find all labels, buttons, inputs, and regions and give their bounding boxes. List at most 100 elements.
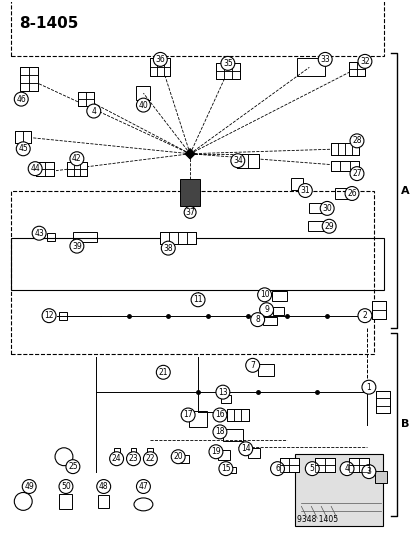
Text: 23: 23 xyxy=(128,454,138,463)
Text: 9348 1405: 9348 1405 xyxy=(297,515,338,524)
Bar xyxy=(330,143,337,155)
Circle shape xyxy=(153,52,167,66)
Bar xyxy=(15,131,31,143)
Bar xyxy=(80,161,87,168)
Bar xyxy=(36,161,54,175)
Circle shape xyxy=(136,480,150,494)
Text: 16: 16 xyxy=(215,410,224,419)
Text: 50: 50 xyxy=(61,482,71,491)
Circle shape xyxy=(42,309,56,322)
Circle shape xyxy=(321,219,335,233)
Bar xyxy=(150,67,157,76)
Circle shape xyxy=(357,54,371,68)
Bar xyxy=(157,67,163,76)
Circle shape xyxy=(126,452,140,466)
Bar xyxy=(348,465,358,472)
Circle shape xyxy=(305,462,318,475)
Text: A: A xyxy=(400,185,408,196)
Text: 34: 34 xyxy=(233,156,242,165)
Circle shape xyxy=(209,445,222,459)
Bar xyxy=(236,154,258,168)
Text: 29: 29 xyxy=(323,222,333,231)
Bar xyxy=(227,467,235,473)
Bar xyxy=(348,458,368,472)
Circle shape xyxy=(344,187,358,200)
Bar xyxy=(271,291,287,301)
Bar xyxy=(257,365,273,376)
Bar xyxy=(80,168,87,175)
Bar xyxy=(337,143,344,155)
Text: 2: 2 xyxy=(362,311,366,320)
Circle shape xyxy=(161,241,175,255)
Circle shape xyxy=(16,142,30,156)
Bar xyxy=(297,59,325,76)
Text: 4: 4 xyxy=(91,107,96,116)
Bar xyxy=(29,67,38,75)
Bar xyxy=(351,143,358,155)
Bar xyxy=(247,448,259,458)
Bar xyxy=(236,154,247,168)
Circle shape xyxy=(349,134,363,148)
Bar xyxy=(163,67,170,76)
Bar xyxy=(150,59,157,67)
Bar xyxy=(375,406,389,413)
Circle shape xyxy=(109,452,123,466)
Circle shape xyxy=(181,408,195,422)
Text: 15: 15 xyxy=(221,464,230,473)
Bar xyxy=(289,465,299,472)
Bar xyxy=(20,67,38,91)
Bar xyxy=(59,312,67,320)
Text: 39: 39 xyxy=(72,241,81,251)
Bar xyxy=(375,391,389,399)
Text: 4: 4 xyxy=(344,464,349,473)
Text: 8: 8 xyxy=(255,315,259,324)
Text: 13: 13 xyxy=(218,387,227,397)
Text: 45: 45 xyxy=(18,144,28,154)
Circle shape xyxy=(136,98,150,112)
Bar xyxy=(169,232,178,244)
Bar xyxy=(348,69,356,76)
Bar xyxy=(325,465,335,472)
Bar xyxy=(73,232,97,242)
Bar xyxy=(315,458,335,472)
Text: 33: 33 xyxy=(320,55,329,64)
Text: 40: 40 xyxy=(138,101,148,110)
Circle shape xyxy=(14,92,28,106)
Bar xyxy=(85,99,93,106)
Circle shape xyxy=(70,152,83,166)
Bar xyxy=(216,63,223,71)
Bar xyxy=(221,395,230,403)
Bar xyxy=(67,161,74,168)
Bar xyxy=(150,59,170,76)
Text: 3: 3 xyxy=(366,467,370,476)
Bar xyxy=(11,0,383,56)
Bar xyxy=(371,310,385,319)
Circle shape xyxy=(212,408,226,422)
Bar xyxy=(348,62,356,69)
Bar xyxy=(231,63,239,71)
Polygon shape xyxy=(185,149,195,159)
Circle shape xyxy=(349,167,363,181)
Bar xyxy=(344,143,351,155)
Circle shape xyxy=(245,358,259,372)
Bar xyxy=(358,458,368,465)
Bar xyxy=(147,448,153,456)
Bar xyxy=(356,69,364,76)
Text: 10: 10 xyxy=(259,290,269,300)
Bar xyxy=(20,75,29,83)
Circle shape xyxy=(28,161,42,175)
Bar xyxy=(262,317,276,325)
Bar xyxy=(78,99,85,106)
Circle shape xyxy=(212,425,226,439)
Bar xyxy=(315,458,325,465)
Bar xyxy=(20,83,29,91)
Bar xyxy=(45,161,54,168)
Text: 32: 32 xyxy=(359,57,369,66)
Circle shape xyxy=(250,313,264,327)
Text: 27: 27 xyxy=(351,169,361,178)
Bar xyxy=(348,458,358,465)
Circle shape xyxy=(87,104,100,118)
Bar xyxy=(163,59,170,67)
Bar xyxy=(279,458,299,472)
Bar xyxy=(272,306,284,314)
